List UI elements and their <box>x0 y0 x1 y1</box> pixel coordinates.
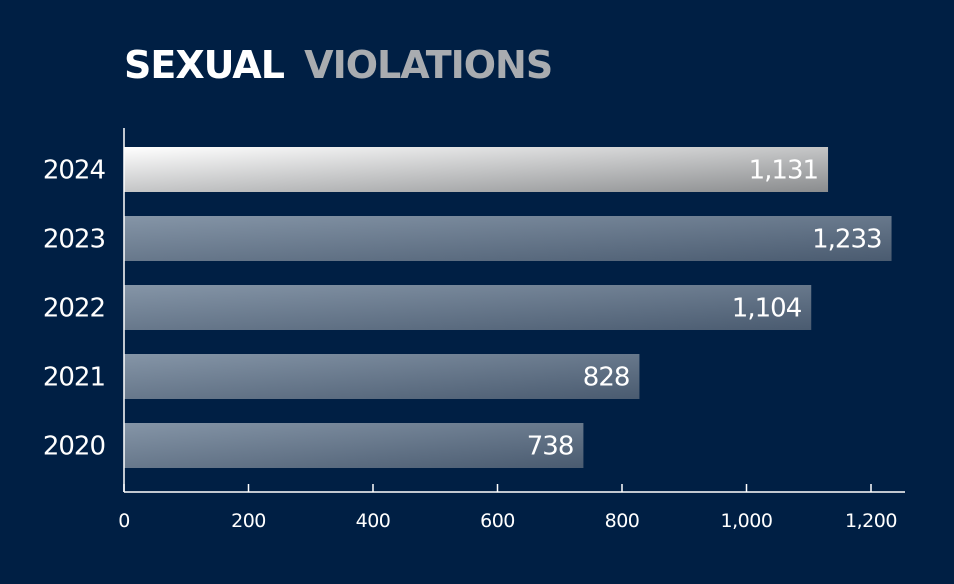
value-label-2021: 828 <box>583 363 630 393</box>
category-label-2022: 2022 <box>43 294 105 324</box>
chart-title-part1: SEXUAL <box>124 43 285 87</box>
chart-title-part2: VIOLATIONS <box>304 43 552 87</box>
x-tick-label-1200: 1,200 <box>845 510 897 532</box>
x-tick-label-0: 0 <box>118 510 130 532</box>
x-tick-label-600: 600 <box>480 510 515 532</box>
x-tick-label-200: 200 <box>231 510 266 532</box>
value-label-2024: 1,131 <box>749 156 818 186</box>
x-tick-label-800: 800 <box>605 510 640 532</box>
category-label-2020: 2020 <box>43 432 105 462</box>
bar-2024 <box>124 147 829 192</box>
chart-title: SEXUAL VIOLATIONS <box>124 43 552 87</box>
bar-2020 <box>124 423 584 468</box>
category-label-2023: 2023 <box>43 225 105 255</box>
value-label-2020: 738 <box>527 432 574 462</box>
x-tick-label-1000: 1,000 <box>721 510 773 532</box>
value-label-2022: 1,104 <box>732 294 802 324</box>
category-label-2021: 2021 <box>43 363 105 393</box>
bars-layer: 2024 1,131 2023 1,233 2022 1,104 2021 828 2020 73… <box>43 147 892 468</box>
bar-2023 <box>124 216 892 261</box>
bar-2021 <box>124 354 640 399</box>
bar-2022 <box>124 285 812 330</box>
x-tick-label-400: 400 <box>356 510 391 532</box>
category-label-2024: 2024 <box>43 156 106 186</box>
value-label-2023: 1,233 <box>812 225 881 255</box>
x-axis: 0 200 400 600 800 1,000 1,200 <box>118 128 905 532</box>
